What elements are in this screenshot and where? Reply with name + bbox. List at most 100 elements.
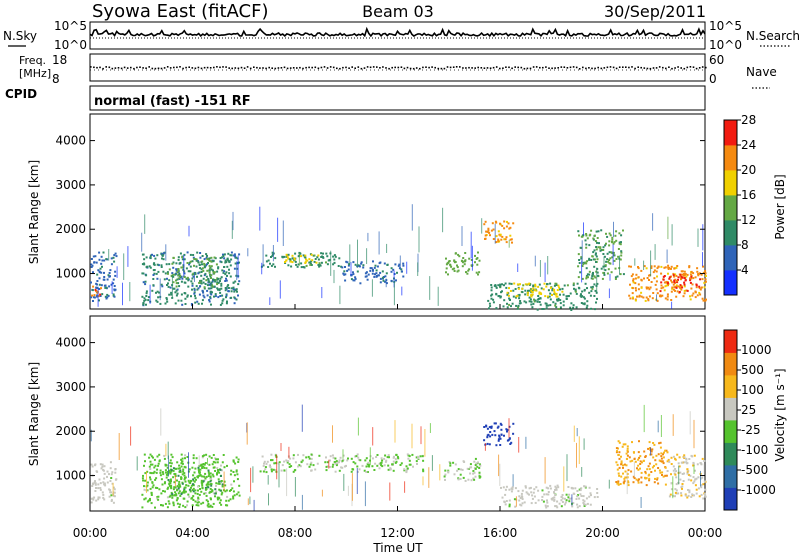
heatmap-cell <box>518 293 521 296</box>
heatmap-cell <box>325 261 327 264</box>
heatmap-cell <box>220 464 222 467</box>
heatmap-cell <box>653 269 656 272</box>
heatmap-cell <box>155 471 158 474</box>
heatmap-cell <box>222 255 225 258</box>
heatmap-cell <box>694 276 697 279</box>
heatmap-cell <box>403 469 406 472</box>
heatmap-cell <box>219 489 222 492</box>
heatmap-cell <box>204 492 207 494</box>
heatmap-cell <box>261 455 264 458</box>
heatmap-cell <box>583 297 586 300</box>
heatmap-cell <box>564 497 566 500</box>
heatmap-cell <box>163 457 166 460</box>
heatmap-cell <box>546 295 549 298</box>
heatmap-cell <box>265 462 268 465</box>
heatmap-cell <box>189 270 192 273</box>
heatmap-cell <box>220 493 223 496</box>
freq-point <box>354 67 356 69</box>
noise-streak <box>626 471 628 495</box>
heatmap-cell <box>318 262 321 265</box>
heatmap-cell <box>524 485 527 488</box>
heatmap-cell <box>207 471 210 474</box>
heatmap-cell <box>162 490 165 492</box>
heatmap-cell <box>197 504 200 507</box>
freq-point <box>133 67 135 70</box>
heatmap-cell <box>673 472 676 475</box>
heatmap-cell <box>613 259 616 262</box>
heatmap-cell <box>647 465 650 468</box>
heatmap-cell <box>562 304 565 307</box>
heatmap-cell <box>166 300 169 303</box>
noise-streak <box>350 262 352 276</box>
heatmap-cell <box>214 293 217 296</box>
heatmap-cell <box>212 269 214 272</box>
heatmap-cell <box>450 265 453 268</box>
heatmap-cell <box>324 461 327 464</box>
heatmap-cell <box>559 302 562 305</box>
heatmap-cell <box>367 273 370 276</box>
heatmap-cell <box>232 288 235 291</box>
freq-point <box>369 66 372 69</box>
heatmap-cell-group <box>666 453 707 500</box>
heatmap-cell <box>141 272 144 275</box>
heatmap-cell <box>554 293 557 295</box>
heatmap-cell <box>198 474 201 477</box>
noise-streak <box>437 286 439 306</box>
heatmap-cell <box>668 460 671 463</box>
heatmap-cell <box>544 302 547 305</box>
heatmap-cell <box>681 485 684 488</box>
heatmap-cell <box>95 261 98 264</box>
heatmap-cell <box>274 257 277 260</box>
heatmap-cell <box>354 276 357 279</box>
heatmap-cell <box>508 227 511 230</box>
heatmap-cell <box>504 488 507 491</box>
heatmap-cell <box>168 495 171 498</box>
heatmap-cell <box>596 488 599 490</box>
freq-label: Freq. <box>19 54 46 67</box>
noise-streak <box>272 245 274 262</box>
heatmap-cell <box>692 482 695 485</box>
heatmap-cell <box>690 270 693 273</box>
heatmap-cell <box>660 281 663 284</box>
heatmap-cell <box>557 308 560 310</box>
heatmap-cell <box>379 261 382 264</box>
heatmap-cell <box>375 272 378 275</box>
heatmap-cell <box>583 505 586 507</box>
heatmap-cell <box>655 280 658 283</box>
heatmap-cell <box>191 504 194 507</box>
heatmap-cell <box>143 453 146 456</box>
heatmap-cell <box>560 499 563 502</box>
heatmap-cell <box>689 279 692 282</box>
heatmap-cell <box>650 265 653 268</box>
heatmap-cell <box>172 476 175 479</box>
heatmap-cell <box>520 492 523 495</box>
heatmap-cell <box>183 472 186 475</box>
freq-point <box>499 67 501 70</box>
heatmap-cell <box>214 488 217 491</box>
heatmap-cell <box>259 470 262 473</box>
heatmap-cell <box>158 291 161 294</box>
heatmap-cell <box>93 496 96 499</box>
heatmap-cell <box>202 501 205 504</box>
heatmap-cell <box>99 487 102 489</box>
heatmap-cell <box>555 487 558 489</box>
heatmap-cell <box>281 464 284 467</box>
heatmap-cell <box>637 479 640 482</box>
heatmap-cell <box>702 483 705 486</box>
heatmap-cell <box>457 478 460 481</box>
heatmap-cell <box>212 454 215 456</box>
heatmap-cell <box>113 254 116 257</box>
heatmap-cell <box>659 446 662 449</box>
heatmap-cell <box>162 270 165 273</box>
heatmap-cell <box>143 488 146 491</box>
heatmap-cell <box>219 260 222 263</box>
heatmap-cell <box>235 298 238 301</box>
heatmap-cell <box>605 232 607 235</box>
heatmap-cell <box>172 266 175 269</box>
freq-point <box>529 67 532 70</box>
heatmap-cell <box>547 493 550 496</box>
heatmap-cell <box>534 299 537 302</box>
noise-streak <box>640 497 642 508</box>
heatmap-cell <box>421 455 424 458</box>
heatmap-cell <box>508 282 511 285</box>
